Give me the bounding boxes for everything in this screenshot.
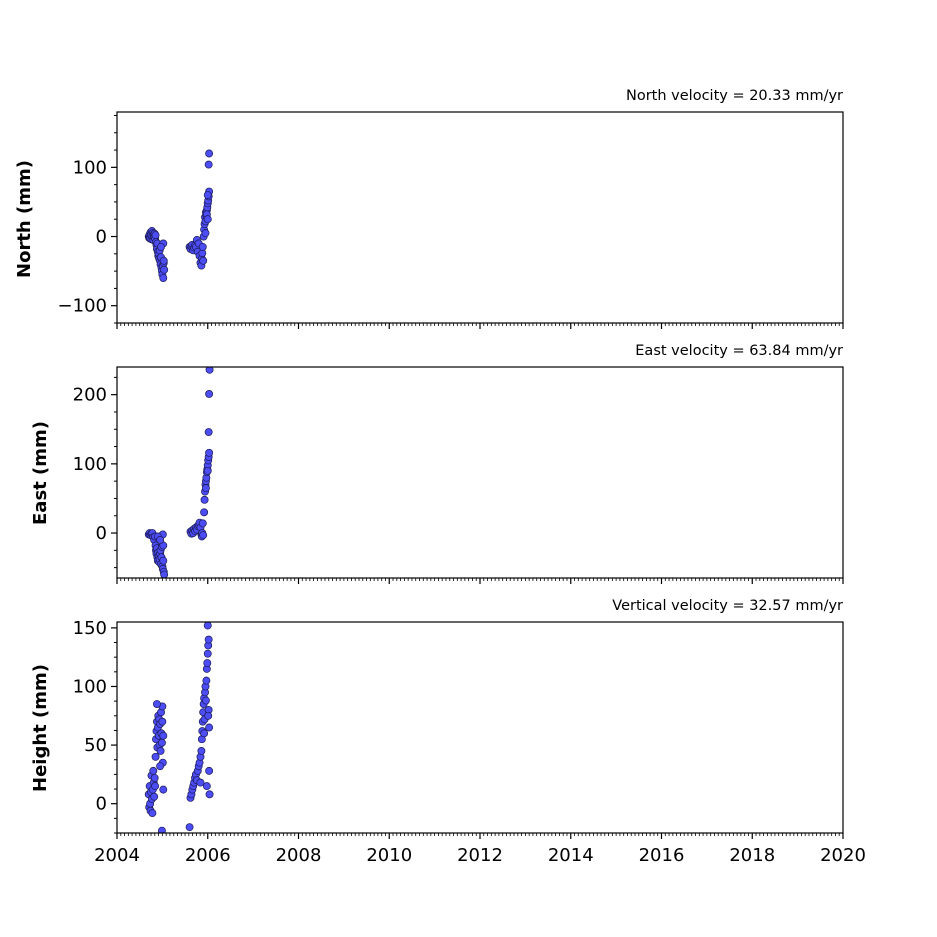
height-data-point [150,773,159,782]
east-ylabel: East (mm) [30,421,51,525]
height-points [144,622,214,833]
height-data-point [203,659,212,667]
height-data-point [204,635,213,644]
east-data-point [201,484,210,493]
height-data-point [152,700,161,709]
north-axes-frame [116,111,844,324]
height-data-point [196,778,205,787]
height-data-point [203,649,212,658]
east-data-point [200,508,209,517]
north-y-tick-label: 100 [73,157,107,178]
east-y-tick-label: 0 [96,523,107,544]
x-tick-label: 2016 [639,845,685,866]
north-y-tick-label: −100 [58,296,107,317]
east-data-point [205,390,214,398]
height-data-point [156,762,165,771]
north-panel: North velocity = 20.33 mm/yr North (mm) … [14,88,844,329]
north-data-point [159,256,168,265]
x-tick-label: 2008 [276,845,322,866]
height-data-point [203,622,212,630]
east-data-point [198,519,207,528]
height-data-point [151,752,160,761]
north-data-point [160,265,169,274]
north-data-point [157,242,165,251]
north-data-point [201,229,210,238]
height-data-point [200,729,209,738]
height-ylabel: Height (mm) [30,664,51,792]
east-axes-frame [116,366,844,579]
height-data-point [151,782,160,791]
height-panel: Vertical velocity = 32.57 mm/yr Height (… [30,598,866,866]
north-data-point [198,242,207,251]
height-data-point [197,746,206,755]
north-data-point [159,274,168,282]
height-data-point [157,738,166,747]
north-y-tick-label: 0 [96,227,107,248]
x-tick-label: 2006 [185,845,231,866]
north-panel-title: North velocity = 20.33 mm/yr [626,88,843,104]
height-y-tick-label: 50 [84,735,107,756]
east-data-point [160,570,169,578]
north-data-point [199,256,208,265]
north-data-point [151,231,160,240]
height-data-point [205,790,214,799]
height-y-tick-label: 150 [73,618,107,639]
east-y-tick-label: 200 [73,385,107,406]
height-data-point [202,782,211,791]
height-data-point [204,711,213,720]
x-tick-label: 2010 [366,845,412,866]
height-data-point [205,766,214,775]
height-data-point [202,676,211,685]
east-data-point [205,448,214,457]
x-tick-label: 2018 [729,845,775,866]
x-tick-label: 2004 [94,845,140,866]
height-data-point [156,746,165,755]
east-data-point [204,428,213,436]
height-data-point [159,785,168,794]
height-data-point [201,696,210,705]
height-data-point [205,723,214,732]
height-axes-frame [116,621,844,834]
north-data-point [205,149,214,158]
north-data-point [203,215,212,224]
east-y-tick-label: 100 [73,454,107,475]
east-data-point [203,466,212,475]
east-data-point [200,495,209,504]
east-data-point [156,536,165,544]
north-data-point [203,191,212,199]
height-data-point [150,792,159,801]
x-tick-label: 2014 [548,845,594,866]
height-panel-title: Vertical velocity = 32.57 mm/yr [612,598,843,614]
east-points [144,367,214,578]
x-tick-label: 2020 [820,845,866,866]
east-panel: East velocity = 63.84 mm/yr East (mm) 0 1… [30,343,844,584]
north-points [144,149,214,282]
height-data-point [149,766,158,775]
height-data-point [157,826,166,833]
east-data-point [199,531,208,540]
east-data-point [159,556,168,565]
x-tick-label: 2012 [457,845,503,866]
height-data-point [158,717,167,726]
height-data-point [185,823,194,832]
north-data-point [204,160,213,169]
height-data-point [148,809,157,818]
height-data-point [159,731,168,740]
east-panel-title: East velocity = 63.84 mm/yr [635,343,843,359]
north-ylabel: North (mm) [14,160,35,278]
height-y-tick-label: 100 [73,676,107,697]
height-y-tick-label: 0 [96,794,107,815]
east-data-point [205,367,214,374]
